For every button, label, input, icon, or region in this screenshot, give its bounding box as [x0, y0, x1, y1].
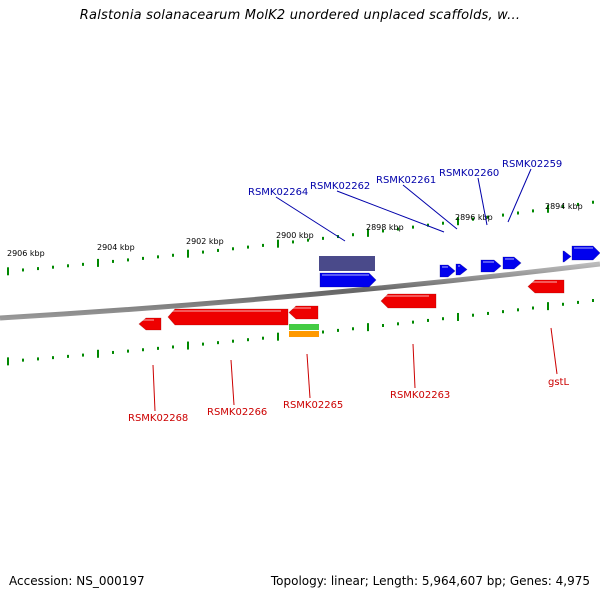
locus-bar[interactable] [319, 256, 375, 271]
accession-text: Accession: NS_000197 [9, 574, 145, 588]
label-leader [152, 364, 156, 412]
scale-label: 2904 kbp [97, 243, 135, 252]
scale-label: 2896 kbp [455, 213, 493, 222]
chromosome-backbone [0, 261, 600, 321]
gene-arrow[interactable] [380, 293, 437, 309]
gene-arrow[interactable] [502, 256, 522, 270]
gene-arrow[interactable] [455, 263, 468, 276]
gene-arrow[interactable] [571, 245, 600, 261]
gene-label[interactable]: RSMK02265 [283, 400, 343, 411]
gene-arrow[interactable] [288, 305, 319, 320]
feature-bar[interactable] [289, 324, 319, 330]
scale-ticks-bottom [7, 298, 594, 366]
gene-arrow[interactable] [480, 259, 502, 273]
gene-label[interactable]: RSMK02261 [376, 175, 436, 186]
scale-label: 2898 kbp [366, 223, 404, 232]
label-leader [336, 190, 445, 233]
scale-label: 2894 kbp [545, 202, 583, 211]
label-leader [477, 177, 488, 226]
label-leader [402, 184, 458, 230]
gene-arrow[interactable] [439, 264, 456, 278]
genome-summary-text: Topology: linear; Length: 5,964,607 bp; … [270, 574, 590, 588]
scale-label: 2900 kbp [276, 231, 314, 240]
label-leader [230, 359, 235, 406]
label-leader [275, 196, 346, 242]
gene-arrow[interactable] [562, 250, 572, 263]
gene-arrow[interactable] [319, 272, 377, 288]
gene-label[interactable]: RSMK02264 [248, 187, 308, 198]
gene-label[interactable]: RSMK02268 [128, 413, 188, 424]
gene-features[interactable] [138, 245, 600, 337]
label-leader [550, 327, 558, 375]
scale-label: 2902 kbp [186, 237, 224, 246]
map-title: Ralstonia solanacearum MolK2 unordered u… [79, 8, 521, 23]
label-leader [507, 168, 532, 223]
label-leaders [152, 168, 558, 412]
gene-label[interactable]: RSMK02259 [502, 159, 562, 170]
gene-labels[interactable]: RSMK02264RSMK02262RSMK02261RSMK02260RSMK… [128, 159, 569, 424]
label-leader [412, 343, 416, 389]
gene-arrow[interactable] [527, 279, 565, 294]
gene-label[interactable]: RSMK02262 [310, 181, 370, 192]
gene-arrow[interactable] [138, 317, 162, 331]
gene-label[interactable]: RSMK02260 [439, 168, 499, 179]
gene-label[interactable]: RSMK02263 [390, 390, 450, 401]
scale-ticks-top [7, 200, 594, 276]
gene-label[interactable]: gstL [548, 377, 569, 388]
label-leader [306, 353, 311, 399]
gene-arrow[interactable] [167, 308, 289, 326]
scale-label: 2906 kbp [7, 249, 45, 258]
gene-label[interactable]: RSMK02266 [207, 407, 267, 418]
feature-bar[interactable] [289, 331, 319, 337]
scale-labels: 2906 kbp 2904 kbp 2902 kbp 2900 kbp 2898 kbp… [7, 202, 583, 258]
